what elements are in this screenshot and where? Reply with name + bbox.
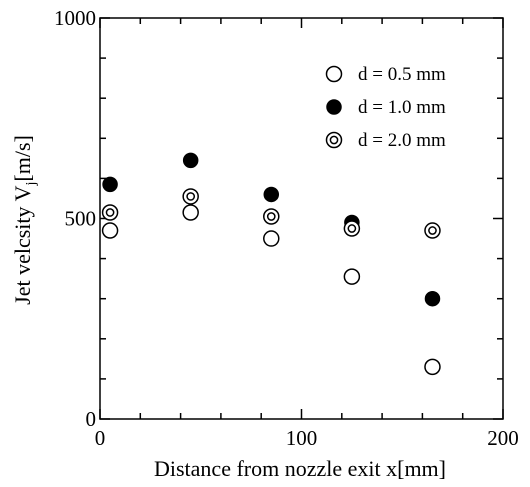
x-tick-label: 200 [487,426,519,450]
legend-label-0: d = 0.5 mm [358,64,446,85]
y-tick-label: 1000 [54,6,96,30]
data-point-series-2 [263,208,280,225]
x-axis-title: Distance from nozzle exit x[mm] [154,456,446,481]
tick-labels: 0 100 200 0 500 1000 [54,6,519,450]
tick-marks [99,17,504,420]
legend-label-2: d = 2.0 mm [358,130,446,151]
y-axis-title-main: Jet velcsity V [10,185,35,304]
y-tick-label: 0 [86,407,97,431]
legend-marker-2 [325,131,343,149]
y-axis-title-unit: [m/s] [10,135,35,181]
y-axis-title: Jet velcsity Vj[m/s] [10,135,39,305]
data-point-series-0 [182,204,199,221]
data-point-series-1 [182,152,199,169]
y-tick-label: 500 [65,207,97,231]
data-point-series-0 [424,358,441,376]
data-point-series-2 [182,188,199,205]
data-point-series-2 [424,222,441,239]
legend-label-1: d = 1.0 mm [358,97,446,118]
data-point-series-1 [424,290,441,307]
data-point-series-1 [102,176,118,193]
data-point-series-0 [101,222,119,239]
legend-marker-0 [325,65,343,83]
data-point-series-1 [263,186,280,203]
data-point-series-2 [343,220,361,237]
y-axis-title-subscript: j [24,182,39,187]
legend-markers [325,65,343,149]
data-point-series-2 [101,204,119,221]
x-tick-label: 0 [95,426,106,450]
data-points [101,152,441,376]
x-tick-label: 100 [286,426,318,450]
legend: d = 0.5 mm d = 1.0 mm d = 2.0 mm [325,64,446,151]
data-point-series-0 [263,230,280,247]
data-point-series-0 [343,268,361,285]
legend-marker-1 [326,99,342,115]
